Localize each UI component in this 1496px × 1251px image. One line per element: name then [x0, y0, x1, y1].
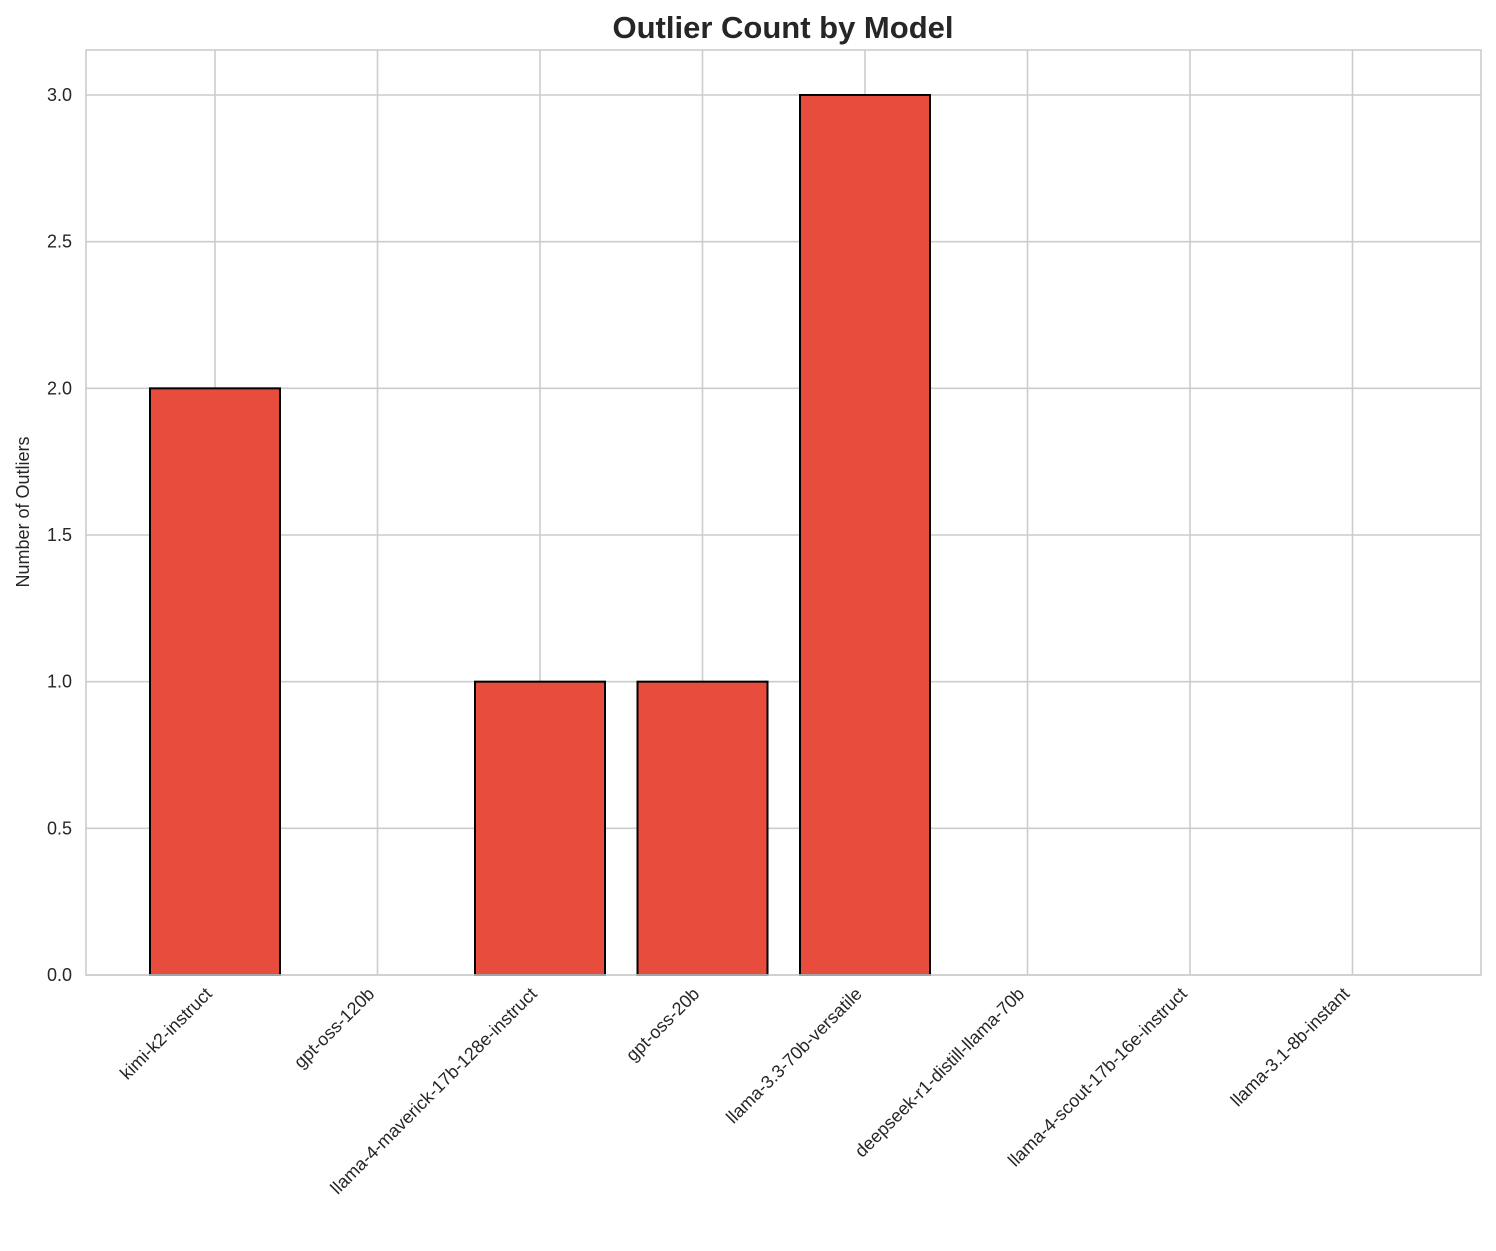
- x-tick-label: gpt-oss-120b: [290, 984, 378, 1072]
- y-tick-label: 0.0: [47, 965, 72, 985]
- x-tick-label: llama-4-scout-17b-16e-instruct: [1004, 984, 1191, 1171]
- bars: [149, 94, 931, 976]
- y-tick-label: 2.5: [47, 232, 72, 252]
- bar-llama-4-maverick-17b-128e-instruct: [474, 680, 606, 976]
- y-tick-label: 1.5: [47, 525, 72, 545]
- x-tick-labels: kimi-k2-instruct gpt-oss-120bllama-4-mave…: [116, 984, 1353, 1198]
- bar-llama-3.3-70b-versatile: [799, 94, 931, 976]
- y-tick-label: 3.0: [47, 85, 72, 105]
- x-tick-label: llama-3.1-8b-instant: [1227, 984, 1354, 1111]
- grid-lines: [86, 50, 1481, 976]
- y-tick-labels: 0.0 0.5 1.0 1.5 2.0 2.5 3.0: [47, 85, 72, 985]
- x-tick-label: deepseek-r1-distill-llama-70b: [851, 984, 1029, 1162]
- plot-area-frame: [85, 49, 1482, 976]
- bar-kimi-k2-instruct: [149, 387, 281, 976]
- x-tick-label: llama-3.3-70b-versatile: [722, 984, 866, 1128]
- y-tick-label: 1.0: [47, 672, 72, 692]
- y-axis-label: Number of Outliers: [13, 436, 33, 587]
- bar-gpt-oss-20b: [636, 680, 769, 976]
- x-tick-label: kimi-k2-instruct: [116, 984, 216, 1084]
- x-tick-label: gpt-oss-20b: [622, 984, 703, 1065]
- y-tick-label: 0.5: [47, 818, 72, 838]
- chart-title: Outlier Count by Model: [613, 10, 954, 45]
- y-tick-label: 2.0: [47, 378, 72, 398]
